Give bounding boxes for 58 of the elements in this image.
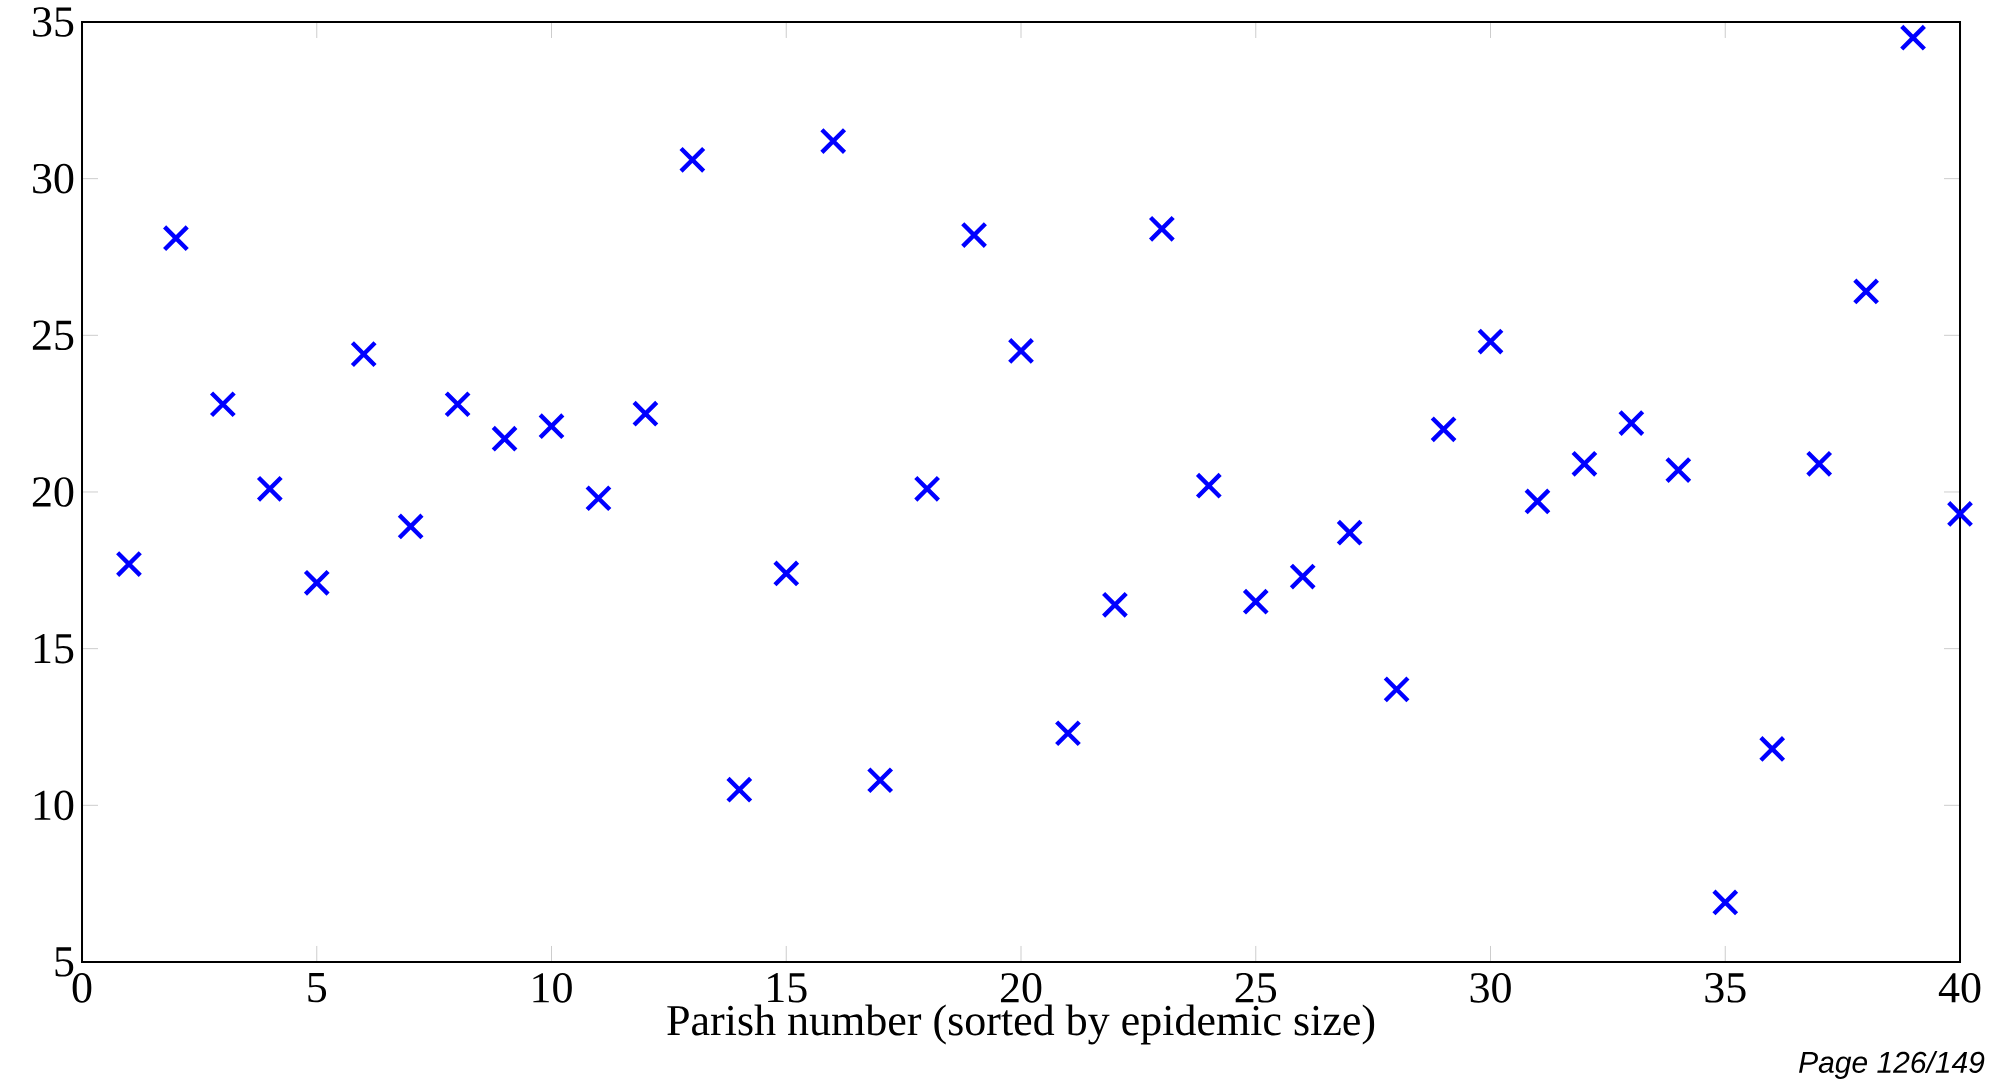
point (444, 390, 472, 418)
point (350, 340, 378, 368)
point (1617, 409, 1645, 437)
point (678, 146, 706, 174)
point (1899, 24, 1927, 52)
point (1758, 735, 1786, 763)
point (1711, 888, 1739, 916)
point (1430, 415, 1458, 443)
point (1852, 277, 1880, 305)
point (1289, 563, 1317, 591)
point (209, 390, 237, 418)
point (1242, 588, 1270, 616)
x-tick-label: 40 (1938, 973, 1981, 1003)
x-tick-label: 15 (768, 973, 807, 1003)
x-tick-label: 20 (1000, 973, 1042, 1003)
y-tick-label: 5 (55, 947, 74, 977)
text: Page 126/149 (1799, 1050, 1985, 1079)
x-tick-label: 35 (1705, 973, 1746, 1003)
y-tick-label: 10 (34, 790, 74, 821)
point (631, 400, 659, 428)
point (1570, 450, 1598, 478)
point (819, 127, 847, 155)
x-tick-label: 30 (1470, 973, 1511, 1003)
y-tick-label: 30 (33, 163, 74, 194)
point (1007, 337, 1035, 365)
point (115, 550, 143, 578)
x-tick-label: 25 (1235, 973, 1277, 1003)
point (1946, 500, 1974, 528)
point (1336, 519, 1364, 547)
point (913, 475, 941, 503)
point (1477, 328, 1505, 356)
point (397, 512, 425, 540)
point (1523, 487, 1551, 515)
point (1195, 472, 1223, 500)
point (960, 221, 988, 249)
point (1805, 450, 1833, 478)
y-tick-label: 25 (32, 320, 74, 351)
point (866, 766, 894, 794)
point (1664, 456, 1692, 484)
point (491, 425, 519, 453)
y-tick-label: 20 (32, 477, 74, 507)
point (1383, 675, 1411, 703)
point (772, 559, 800, 587)
x-tick-label: 0 (72, 973, 92, 1003)
point (1148, 215, 1176, 243)
point (256, 475, 284, 503)
point (584, 484, 612, 512)
point (162, 224, 190, 252)
point (725, 776, 753, 804)
x-axis-title: Parish number (sorted by epidemic size) (667, 1004, 1375, 1045)
y-tick-label: 15 (34, 633, 74, 664)
x-tick-label: 10 (533, 973, 572, 1003)
x-tick-label: 5 (308, 973, 327, 1003)
point (1101, 591, 1129, 619)
y-tick-label: 35 (33, 7, 74, 37)
point (1054, 719, 1082, 747)
point (303, 569, 331, 597)
point (538, 412, 566, 440)
